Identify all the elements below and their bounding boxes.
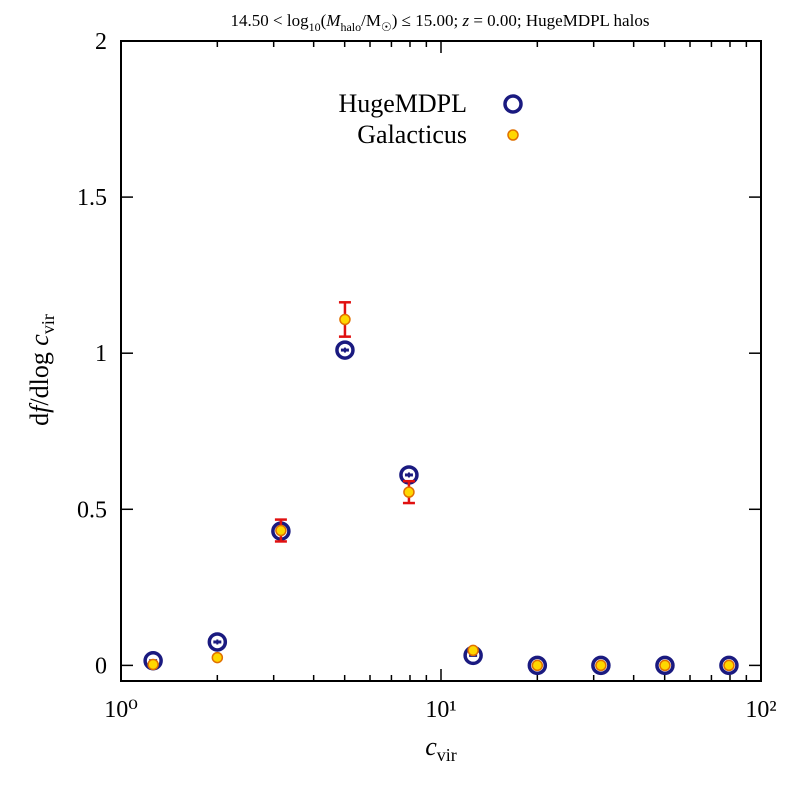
chart-title: 14.50 < log10(Mhalo/M☉) ≤ 15.00; z = 0.0… [231,11,650,34]
x-tick-label: 10¹ [425,697,456,723]
y-tick-label: 2 [95,29,107,55]
galacticus-point [659,659,671,672]
y-axis-title: df/dlog cvir [25,314,58,426]
galacticus-point [275,524,287,537]
data-series [143,301,739,676]
y-tick-label: 1 [95,341,107,367]
galacticus-point [147,658,159,671]
y-tick-label: 1.5 [77,185,107,211]
galacticus-point [339,313,351,326]
legend-label-galacticus: Galacticus [357,120,467,149]
galacticus-point [723,659,735,672]
legend-marker-hugemdpl [503,94,523,114]
galacticus-point [595,659,607,672]
hugemdpl-point [527,655,548,676]
x-tick-label: 10² [745,697,776,723]
hugemdpl-point [591,655,611,676]
legend-label-hugemdpl: HugeMDPL [338,89,467,118]
hugemdpl-point [207,632,228,652]
x-axis-title: cvir [425,732,457,765]
galacticus-point [531,659,544,672]
legend: HugeMDPL Galacticus [338,89,523,149]
galacticus-point [211,651,224,664]
hugemdpl-point [655,655,675,676]
x-axis: 10⁰ 10¹ 10² [104,41,777,723]
galacticus-point [467,644,479,657]
y-tick-label: 0.5 [77,497,107,523]
y-tick-label: 0 [95,653,107,679]
hugemdpl-point [335,340,355,360]
hugemdpl-point [719,655,739,676]
y-axis: 0 0.5 1 1.5 2 [77,29,761,679]
galacticus-point [403,486,415,498]
legend-marker-galacticus [507,129,519,141]
x-tick-label: 10⁰ [104,697,138,723]
